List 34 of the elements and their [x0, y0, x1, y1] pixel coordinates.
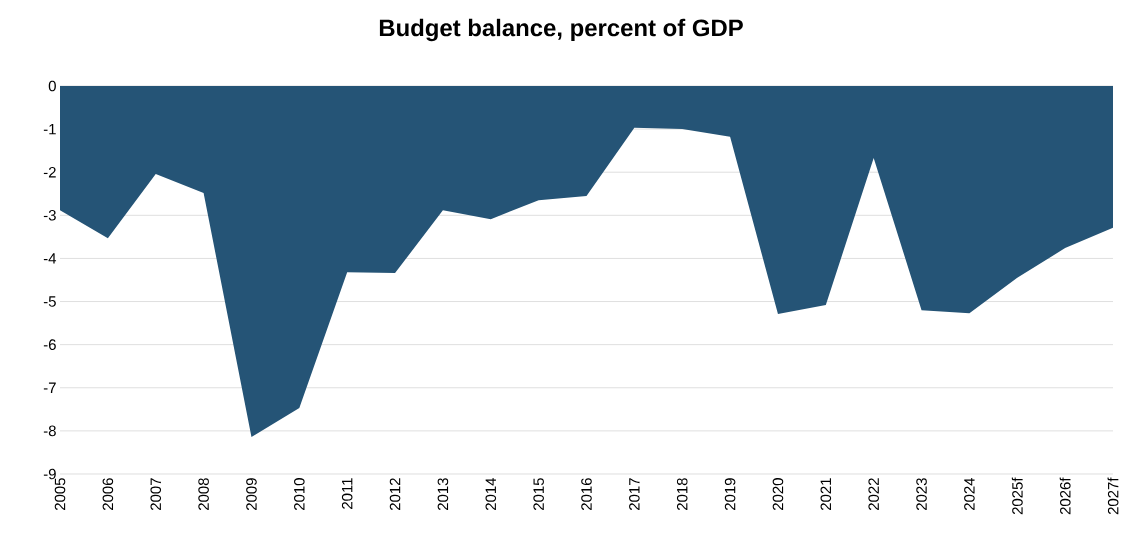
x-tick-label: 2017 — [629, 478, 640, 510]
x-tick-label: 2022 — [868, 478, 879, 510]
x-tick-label: 2024 — [964, 477, 975, 510]
x-tick-label: 2013 — [437, 478, 449, 510]
x-tick-label: 2018 — [676, 478, 688, 510]
x-tick-label: 2025f — [1011, 477, 1023, 515]
y-tick-label: -4 — [43, 253, 57, 264]
x-tick-label: 2023 — [916, 478, 927, 510]
x-tick-label: 2019 — [724, 478, 736, 510]
x-tick-label: 2016 — [581, 478, 592, 510]
x-tick-label: 2015 — [533, 478, 544, 510]
x-tick-label: 2027f — [1107, 477, 1119, 515]
y-tick-label: -9 — [43, 468, 56, 480]
x-tick-label: 2014 — [485, 477, 497, 510]
x-tick-label: 2012 — [389, 478, 401, 510]
y-tick-label: -5 — [43, 296, 56, 307]
y-tick-label: -1 — [43, 123, 56, 135]
x-tick-label: 2009 — [246, 478, 257, 510]
y-tick-label: -2 — [43, 166, 56, 178]
x-tick-label: 2010 — [294, 478, 305, 510]
x-tick-label: 2021 — [820, 478, 832, 510]
y-tick-label: -6 — [43, 339, 56, 350]
x-tick-label: 2020 — [772, 478, 784, 510]
x-tick-label: 2008 — [198, 478, 209, 510]
y-tick-label: -8 — [43, 425, 56, 437]
x-tick-label: 2007 — [150, 478, 162, 510]
chart-title: Budget balance, percent of GDP — [379, 18, 743, 42]
y-tick-label: -7 — [43, 382, 56, 393]
x-tick-label: 2026f — [1059, 477, 1071, 515]
x-tick-label: 2006 — [102, 478, 114, 510]
y-tick-label: 0 — [48, 80, 56, 92]
y-tick-label: -3 — [43, 210, 56, 221]
x-tick-label: 2005 — [54, 478, 66, 510]
x-tick-label: 2011 — [341, 478, 353, 509]
